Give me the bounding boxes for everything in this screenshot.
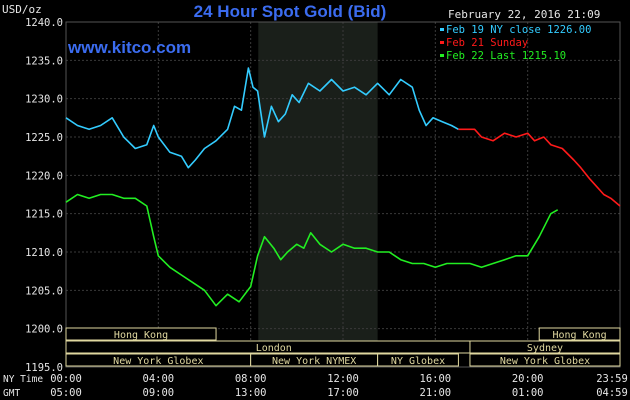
- x-tick-label-ny: 23:59: [596, 373, 628, 385]
- legend-swatch-feb22: [440, 54, 444, 57]
- trading-sessions: Hong Kong Hong Kong London Sydney New York G…: [65, 327, 621, 367]
- x-tick-label-gmt: 21:00: [420, 387, 452, 399]
- session-label: New York NYMEX: [272, 356, 356, 367]
- x-tick-label-ny: 16:00: [420, 373, 452, 385]
- session-label: Hong Kong: [553, 330, 607, 341]
- session-label: Hong Kong: [114, 330, 168, 341]
- x-tick-label-ny: 04:00: [143, 373, 175, 385]
- series-layer: [65, 67, 621, 307]
- legend-item-feb19: Feb 19 NY close 1226.00: [446, 24, 591, 36]
- session-box: [538, 327, 621, 341]
- session-label: Sydney: [527, 343, 563, 354]
- x-tick-label-gmt: 01:00: [512, 387, 544, 399]
- series-line-1: [458, 128, 621, 207]
- session-box: [469, 353, 621, 367]
- y-tick-label: 1210.0: [25, 247, 63, 259]
- gmt-label: GMT: [3, 388, 20, 399]
- x-tick-labels: 00:00 05:00 04:00 09:00 08:00 13:00 12:00 17:00…: [50, 373, 628, 399]
- series-line-2: [65, 193, 559, 307]
- y-tick-label: 1220.0: [25, 170, 63, 182]
- y-tick-label: 1225.0: [25, 132, 63, 144]
- session-label: New York Globex: [500, 356, 590, 367]
- series-line-0: [65, 67, 459, 169]
- grid-lines: [65, 21, 621, 368]
- y-tick-label: 1200.0: [25, 324, 63, 336]
- nymex-highlight-band: [258, 22, 378, 367]
- legend: Feb 19 NY close 1226.00 Feb 21 Sunday Fe…: [440, 24, 591, 62]
- x-tick-label-ny: 08:00: [235, 373, 267, 385]
- x-tick-label-ny: 20:00: [512, 373, 544, 385]
- legend-item-feb22: Feb 22 Last 1215.10: [446, 50, 566, 62]
- legend-swatch-feb19: [440, 28, 444, 31]
- timestamp: February 22, 2016 21:09: [448, 8, 600, 21]
- session-label: London: [256, 343, 292, 354]
- y-tick-label: 1215.0: [25, 209, 63, 221]
- x-tick-label-gmt: 04:59: [596, 387, 628, 399]
- y-tick-label: 1205.0: [25, 285, 63, 297]
- legend-swatch-feb21: [440, 41, 444, 44]
- chart-title: 24 Hour Spot Gold (Bid): [194, 2, 387, 21]
- y-tick-label: 1240.0: [25, 17, 63, 29]
- y-tick-label: 1230.0: [25, 94, 63, 106]
- y-tick-labels: 1195.0 1200.0 1205.0 1210.0 1215.0 1220.0 1225…: [25, 17, 63, 374]
- x-tick-label-gmt: 13:00: [235, 387, 267, 399]
- x-tick-label-ny: 12:00: [327, 373, 359, 385]
- x-tick-label-gmt: 17:00: [327, 387, 359, 399]
- ny-time-label: NY Time: [3, 374, 43, 385]
- unit-label: USD/oz: [2, 3, 42, 16]
- y-tick-label: 1235.0: [25, 55, 63, 67]
- session-label: NY Globex: [391, 356, 445, 367]
- session-label: New York Globex: [113, 356, 203, 367]
- site-watermark: www.kitco.com: [67, 38, 191, 57]
- x-tick-label-gmt: 05:00: [50, 387, 82, 399]
- legend-item-feb21: Feb 21 Sunday: [446, 37, 528, 49]
- y-tick-label: 1195.0: [25, 362, 63, 374]
- x-tick-label-ny: 00:00: [50, 373, 82, 385]
- session-box: [469, 340, 621, 354]
- plot-border: [65, 21, 621, 368]
- session-box: [377, 353, 459, 367]
- session-box: [65, 327, 217, 341]
- x-tick-label-gmt: 09:00: [143, 387, 175, 399]
